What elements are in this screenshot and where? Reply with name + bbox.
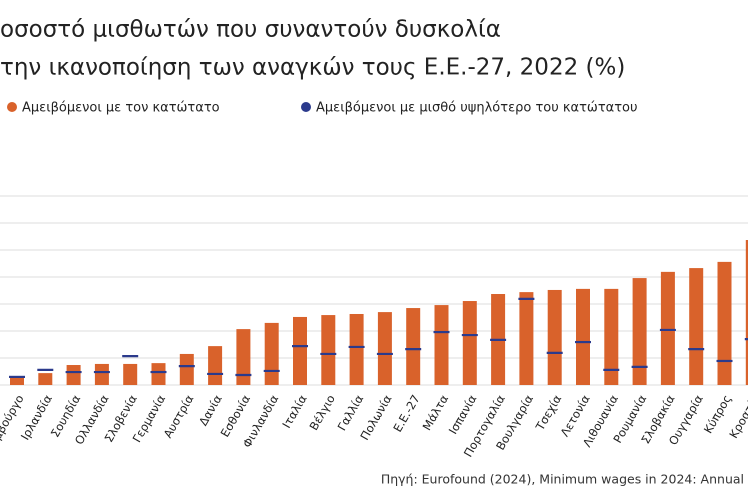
legend-label: Αμειβόμενοι με τον κατώτατο — [22, 101, 220, 116]
source: Πηγή: Eurofound (2024), Minimum wages in… — [381, 472, 744, 487]
bar — [38, 373, 53, 385]
legend: Αμειβόμενοι με τον κατώτατο Αμειβόμενοι μ… — [7, 101, 638, 116]
chart-subtitle: την ικανοποίηση των αναγκών τους Ε.Ε.-27… — [0, 55, 625, 81]
chart-title: οσοστό μισθωτών που συναντούν δυσκολία — [0, 17, 501, 43]
legend-label: Αμειβόμενοι με μισθό υψηλότερο του κατώτ… — [316, 101, 638, 116]
x-tick-label: Ε.Ε.-27 — [390, 392, 422, 434]
bar — [264, 322, 279, 385]
bar — [660, 271, 675, 385]
bar — [151, 363, 166, 385]
x-tick-label: Δανία — [196, 392, 225, 428]
bar — [689, 268, 704, 385]
bar — [66, 365, 81, 385]
bar — [576, 288, 590, 385]
x-tick-label: Ιταλία — [279, 392, 309, 431]
bar — [462, 301, 477, 385]
bar — [321, 315, 336, 385]
bar — [717, 261, 732, 385]
bar — [434, 305, 449, 385]
bar — [293, 316, 307, 385]
bar — [10, 376, 24, 385]
bar — [123, 363, 138, 385]
legend-marker — [301, 102, 311, 112]
bar — [632, 278, 647, 385]
x-tick-label: Βέλγιο — [306, 392, 337, 432]
bar — [179, 353, 194, 385]
bar — [406, 308, 421, 385]
bar — [604, 288, 619, 385]
bar — [94, 363, 109, 385]
bar — [519, 292, 534, 385]
bar — [547, 289, 562, 385]
bar — [349, 313, 364, 385]
bar — [745, 240, 748, 385]
bar — [236, 329, 251, 385]
bar — [208, 346, 223, 385]
bar — [377, 312, 392, 385]
legend-marker — [7, 102, 17, 112]
